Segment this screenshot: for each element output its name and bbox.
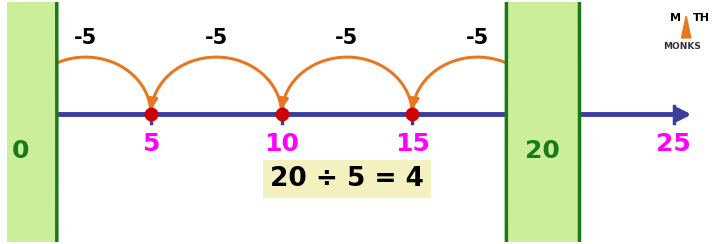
Text: MONKS: MONKS bbox=[663, 42, 701, 51]
Text: M: M bbox=[670, 13, 680, 23]
Ellipse shape bbox=[0, 0, 57, 244]
Text: -5: -5 bbox=[336, 28, 359, 48]
Text: TH: TH bbox=[693, 13, 709, 23]
Text: -5: -5 bbox=[74, 28, 97, 48]
Text: 25: 25 bbox=[656, 132, 691, 156]
Text: 15: 15 bbox=[395, 132, 430, 156]
Text: 0: 0 bbox=[12, 139, 29, 163]
Text: 20 ÷ 5 = 4: 20 ÷ 5 = 4 bbox=[270, 166, 424, 192]
Text: -5: -5 bbox=[466, 28, 489, 48]
FancyBboxPatch shape bbox=[264, 160, 431, 198]
Text: 5: 5 bbox=[143, 132, 160, 156]
Ellipse shape bbox=[506, 0, 580, 244]
Text: 10: 10 bbox=[264, 132, 299, 156]
Polygon shape bbox=[681, 16, 691, 38]
Text: -5: -5 bbox=[204, 28, 228, 48]
Text: 20: 20 bbox=[526, 139, 560, 163]
